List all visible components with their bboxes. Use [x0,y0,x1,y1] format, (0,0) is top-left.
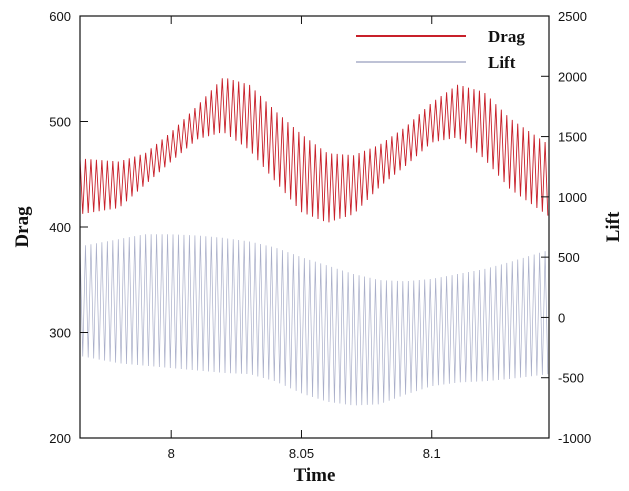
series-layer [80,78,549,406]
legend-label-lift: Lift [488,53,516,72]
left-y-tick-label: 500 [49,115,71,130]
drag-series-line [80,78,549,223]
right-y-tick-label: 500 [558,250,580,265]
right-y-tick-label: -500 [558,371,584,386]
x-axis-title: Time [294,465,336,486]
legend-label-drag: Drag [488,27,525,46]
plot-frame [79,15,550,439]
left-y-tick-label: 300 [49,326,71,341]
right-y-tick-label: -1000 [558,431,591,446]
right-y-tick-label: 2000 [558,69,587,84]
legend: Drag Lift [356,27,525,72]
ticks-layer: 8 8.05 8.1 200 300 400 500 600 -1000 -500 0 500 1000… [49,9,591,461]
right-y-tick-label: 2500 [558,9,587,24]
right-y-tick-label: 1500 [558,130,587,145]
right-y-tick-label: 1000 [558,190,587,205]
x-tick-label: 8.1 [423,446,441,461]
left-y-tick-label: 200 [49,431,71,446]
x-tick-label: 8.05 [289,446,314,461]
right-y-axis-title: Lift [603,211,624,242]
x-tick-label: 8 [168,446,175,461]
left-y-tick-label: 400 [49,220,71,235]
right-y-tick-label: 0 [558,310,565,325]
lift-series-line [80,234,549,406]
left-y-axis-title: Drag [12,206,33,248]
left-y-tick-label: 600 [49,9,71,24]
